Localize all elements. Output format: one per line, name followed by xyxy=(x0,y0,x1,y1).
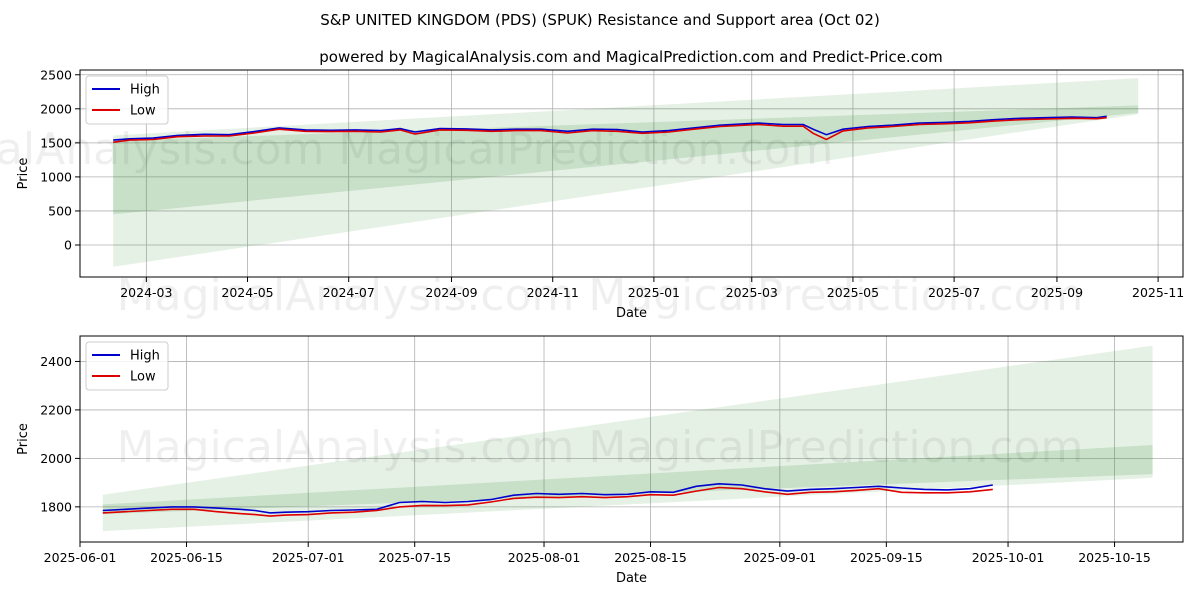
x-tick-label: 2024-09 xyxy=(425,285,477,300)
x-tick-label: 2025-07 xyxy=(928,285,980,300)
y-tick-label: 1800 xyxy=(40,499,72,514)
series-line-high xyxy=(102,482,993,514)
y-tick-label: 2200 xyxy=(40,402,72,417)
x-tick-label: 2024-07 xyxy=(323,285,375,300)
series-line-low xyxy=(102,486,993,517)
x-tick-label: 2025-08-15 xyxy=(614,550,687,565)
y-axis-label: Price xyxy=(16,423,31,455)
x-tick-label: 2025-09 xyxy=(1031,285,1083,300)
y-tick-label: 2500 xyxy=(40,67,72,82)
y-tick-label: 0 xyxy=(64,237,72,252)
axes-frame xyxy=(79,335,1184,543)
x-axis-label: Date xyxy=(616,571,647,586)
axes-frame xyxy=(79,69,1184,278)
series-line-high xyxy=(113,115,1107,141)
x-tick-label: 2025-10-01 xyxy=(972,550,1045,565)
legend-label-high: High xyxy=(130,83,160,98)
y-tick-label: 1500 xyxy=(40,135,72,150)
resistance-band xyxy=(102,345,1153,532)
x-tick-label: 2025-09-01 xyxy=(744,550,817,565)
y-tick-label: 2000 xyxy=(40,101,72,116)
bottom-panel: 2025-06-01 2025-06-15 2025-07-01 2025-07-15… xyxy=(16,335,1184,586)
x-tick-label: 2024-03 xyxy=(120,285,172,300)
x-tick-label: 2025-03 xyxy=(726,285,778,300)
watermark-bottom: MagicalAnalysis.com MagicalPrediction.co… xyxy=(117,422,1084,473)
y-axis-label: Price xyxy=(16,158,31,190)
x-tick-label: 2024-05 xyxy=(221,285,273,300)
legend-label-low: Low xyxy=(130,370,156,385)
x-tick-label: 2025-10-15 xyxy=(1078,550,1151,565)
watermark-text: MagicalAnalysis.com MagicalPrediction.co… xyxy=(0,124,833,175)
x-tick-label: 2025-07-01 xyxy=(272,550,345,565)
y-tick-label: 2400 xyxy=(40,354,72,369)
legend-label-high: High xyxy=(130,349,160,364)
x-tick-label: 2025-11 xyxy=(1132,285,1184,300)
x-tick-label: 2025-09-15 xyxy=(850,550,923,565)
x-tick-label: 2025-01 xyxy=(628,285,680,300)
support-band xyxy=(102,445,1153,515)
watermark-text: MagicalAnalysis.com MagicalPrediction.co… xyxy=(117,270,1084,321)
y-tick-label: 500 xyxy=(48,203,72,218)
series-line-low xyxy=(113,116,1107,143)
x-tick-label: 2025-06-01 xyxy=(44,550,117,565)
x-axis-label: Date xyxy=(616,306,647,321)
x-tick-label: 2025-05 xyxy=(827,285,879,300)
x-tick-label: 2025-06-15 xyxy=(150,550,223,565)
x-tick-label: 2025-08-01 xyxy=(508,550,581,565)
x-tick-label: 2024-11 xyxy=(527,285,579,300)
legend-label-low: Low xyxy=(130,104,156,119)
top-panel: 2024-03 2024-05 2024-07 2024-09 2024-11 2025-… xyxy=(16,67,1184,321)
watermark-top: MagicalAnalysis.com MagicalPrediction.co… xyxy=(0,124,833,175)
y-tick-label: 1000 xyxy=(40,169,72,184)
x-tick-label: 2025-07-15 xyxy=(378,550,451,565)
support-band xyxy=(113,105,1139,215)
chart-title: S&P UNITED KINGDOM (PDS) (SPUK) Resistan… xyxy=(320,11,880,29)
chart-subtitle: powered by MagicalAnalysis.com and Magic… xyxy=(319,48,943,66)
watermark-text: MagicalAnalysis.com MagicalPrediction.co… xyxy=(117,422,1084,473)
y-tick-label: 2000 xyxy=(40,451,72,466)
watermark-middle: MagicalAnalysis.com MagicalPrediction.co… xyxy=(117,270,1084,321)
